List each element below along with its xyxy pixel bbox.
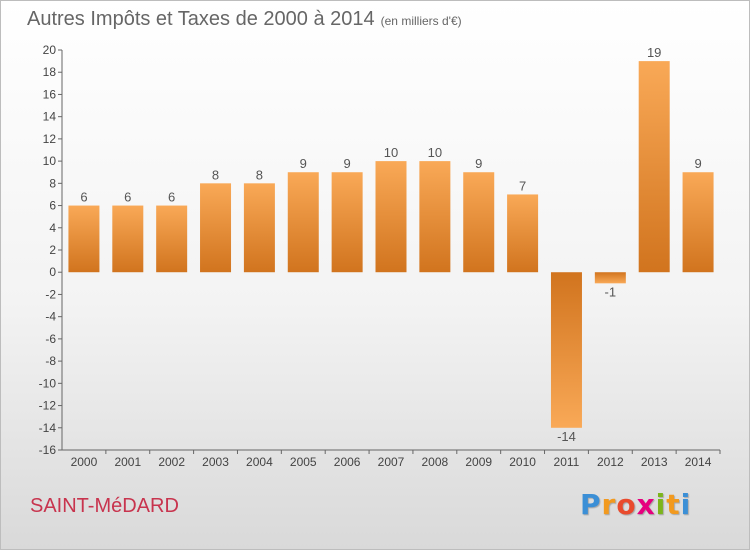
y-tick-label: 12 <box>43 132 57 146</box>
logo-letter: i <box>655 488 667 521</box>
data-label-2014: 9 <box>694 156 701 171</box>
data-label-2008: 10 <box>428 145 442 160</box>
bar-2001 <box>112 205 144 273</box>
data-label-2011: -14 <box>557 429 576 444</box>
bar-2005 <box>287 172 319 273</box>
x-tick-label: 2014 <box>685 455 712 469</box>
logo-letter: o <box>616 488 637 521</box>
x-tick-label: 2005 <box>290 455 317 469</box>
x-tick-label: 2002 <box>158 455 185 469</box>
bar-2011 <box>550 272 582 428</box>
chart-title-text: Autres Impôts et Taxes de 2000 à 2014 <box>27 8 375 30</box>
y-tick-label: -10 <box>39 376 57 390</box>
data-label-2003: 8 <box>212 167 219 182</box>
y-tick-label: 16 <box>43 87 57 101</box>
data-label-2001: 6 <box>124 190 131 205</box>
x-tick-label: 2003 <box>202 455 229 469</box>
y-tick-label: 18 <box>43 65 57 79</box>
data-label-2010: 7 <box>519 178 526 193</box>
x-tick-label: 2010 <box>509 455 536 469</box>
logo-letter: i <box>680 488 692 521</box>
bar-2004 <box>243 183 275 273</box>
y-tick-label: 6 <box>49 199 56 213</box>
y-tick-label: 8 <box>49 176 56 190</box>
bar-2014 <box>682 172 714 273</box>
x-tick-label: 2000 <box>71 455 98 469</box>
x-tick-label: 2012 <box>597 455 624 469</box>
y-tick-label: 14 <box>43 110 57 124</box>
y-tick-label: 20 <box>43 43 57 57</box>
y-tick-label: -6 <box>45 332 56 346</box>
x-tick-label: 2004 <box>246 455 273 469</box>
unit-note: (en milliers d'€) <box>380 14 462 28</box>
data-label-2004: 8 <box>256 167 263 182</box>
y-tick-label: -14 <box>39 421 57 435</box>
y-tick-label: 10 <box>43 154 57 168</box>
data-label-2013: 19 <box>647 45 661 60</box>
bar-2009 <box>463 172 495 273</box>
data-label-2012: -1 <box>605 284 617 299</box>
bar-2006 <box>331 172 363 273</box>
chart-title: Autres Impôts et Taxes de 2000 à 2014 (en… <box>27 8 462 31</box>
bar-2008 <box>419 161 451 273</box>
data-label-2002: 6 <box>168 190 175 205</box>
x-tick-label: 2011 <box>554 455 580 469</box>
commune-name: SAINT-MéDARD <box>30 495 179 517</box>
chart-axes: 20181614121086420-2-4-6-8-10-12-14-16200… <box>39 43 721 469</box>
y-tick-label: -4 <box>45 310 56 324</box>
bar-2003 <box>200 183 232 273</box>
logo-letter: x <box>636 488 656 521</box>
data-label-2005: 9 <box>300 156 307 171</box>
data-label-2009: 9 <box>475 156 482 171</box>
bar-2013 <box>638 61 670 273</box>
y-tick-label: 4 <box>49 221 56 235</box>
data-label-2007: 10 <box>384 145 398 160</box>
x-tick-label: 2008 <box>422 455 449 469</box>
logo-letter: r <box>601 488 617 521</box>
y-tick-label: 2 <box>49 243 56 257</box>
bar-2012 <box>594 272 626 284</box>
chart-bars <box>68 61 714 428</box>
y-tick-label: -8 <box>45 354 56 368</box>
x-tick-label: 2013 <box>641 455 668 469</box>
y-tick-label: 0 <box>49 265 56 279</box>
y-tick-label: -2 <box>45 287 56 301</box>
logo-letter: t <box>666 488 681 521</box>
bar-2007 <box>375 161 407 273</box>
logo-letter: P <box>580 488 602 521</box>
y-tick-label: -16 <box>39 443 57 457</box>
bar-2000 <box>68 205 100 273</box>
x-tick-label: 2001 <box>114 455 141 469</box>
chart-labels: 6 6 6 8 8 9 9 10 10 9 7 -14 -1 19 9 <box>80 45 701 444</box>
x-tick-label: 2009 <box>465 455 492 469</box>
x-tick-label: 2007 <box>378 455 405 469</box>
bar-2002 <box>156 205 188 273</box>
data-label-2006: 9 <box>344 156 351 171</box>
proxiti-logo: Proxiti <box>580 488 691 521</box>
y-tick-label: -12 <box>39 399 57 413</box>
bar-2010 <box>507 194 539 273</box>
data-label-2000: 6 <box>80 190 87 205</box>
x-tick-label: 2006 <box>334 455 361 469</box>
